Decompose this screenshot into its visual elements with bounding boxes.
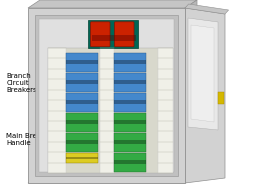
- Bar: [48, 48, 173, 173]
- Bar: [158, 48, 173, 173]
- Bar: [114, 113, 146, 132]
- Bar: [66, 73, 98, 92]
- Bar: [48, 48, 66, 173]
- Bar: [66, 80, 98, 84]
- Bar: [35, 15, 178, 176]
- Polygon shape: [185, 8, 225, 183]
- Bar: [100, 48, 114, 173]
- Bar: [66, 133, 98, 152]
- Bar: [92, 36, 135, 41]
- Polygon shape: [28, 0, 197, 8]
- Polygon shape: [28, 175, 197, 183]
- Bar: [114, 60, 146, 64]
- Polygon shape: [188, 18, 218, 130]
- Bar: [66, 93, 98, 112]
- Bar: [114, 93, 146, 112]
- Bar: [66, 100, 98, 104]
- Bar: [114, 120, 146, 124]
- Bar: [114, 140, 146, 144]
- Polygon shape: [185, 0, 197, 183]
- Bar: [218, 92, 224, 104]
- Bar: [114, 80, 146, 84]
- Text: Main Breaker
Handle: Main Breaker Handle: [6, 133, 105, 155]
- Polygon shape: [191, 25, 214, 122]
- Bar: [114, 53, 146, 72]
- Bar: [66, 113, 98, 132]
- Bar: [66, 120, 98, 124]
- Bar: [28, 8, 185, 183]
- Bar: [66, 140, 98, 144]
- Polygon shape: [185, 4, 229, 14]
- Bar: [66, 53, 98, 72]
- Bar: [66, 157, 98, 159]
- Bar: [114, 73, 146, 92]
- Text: Branch
Circuit
Breakers: Branch Circuit Breakers: [6, 73, 91, 100]
- Bar: [114, 153, 146, 171]
- FancyBboxPatch shape: [114, 22, 134, 47]
- FancyBboxPatch shape: [90, 22, 110, 47]
- Bar: [66, 60, 98, 64]
- Bar: [88, 20, 138, 48]
- Bar: [114, 160, 146, 164]
- Bar: [114, 100, 146, 104]
- Bar: [39, 19, 174, 172]
- Bar: [114, 133, 146, 152]
- Bar: [66, 153, 98, 163]
